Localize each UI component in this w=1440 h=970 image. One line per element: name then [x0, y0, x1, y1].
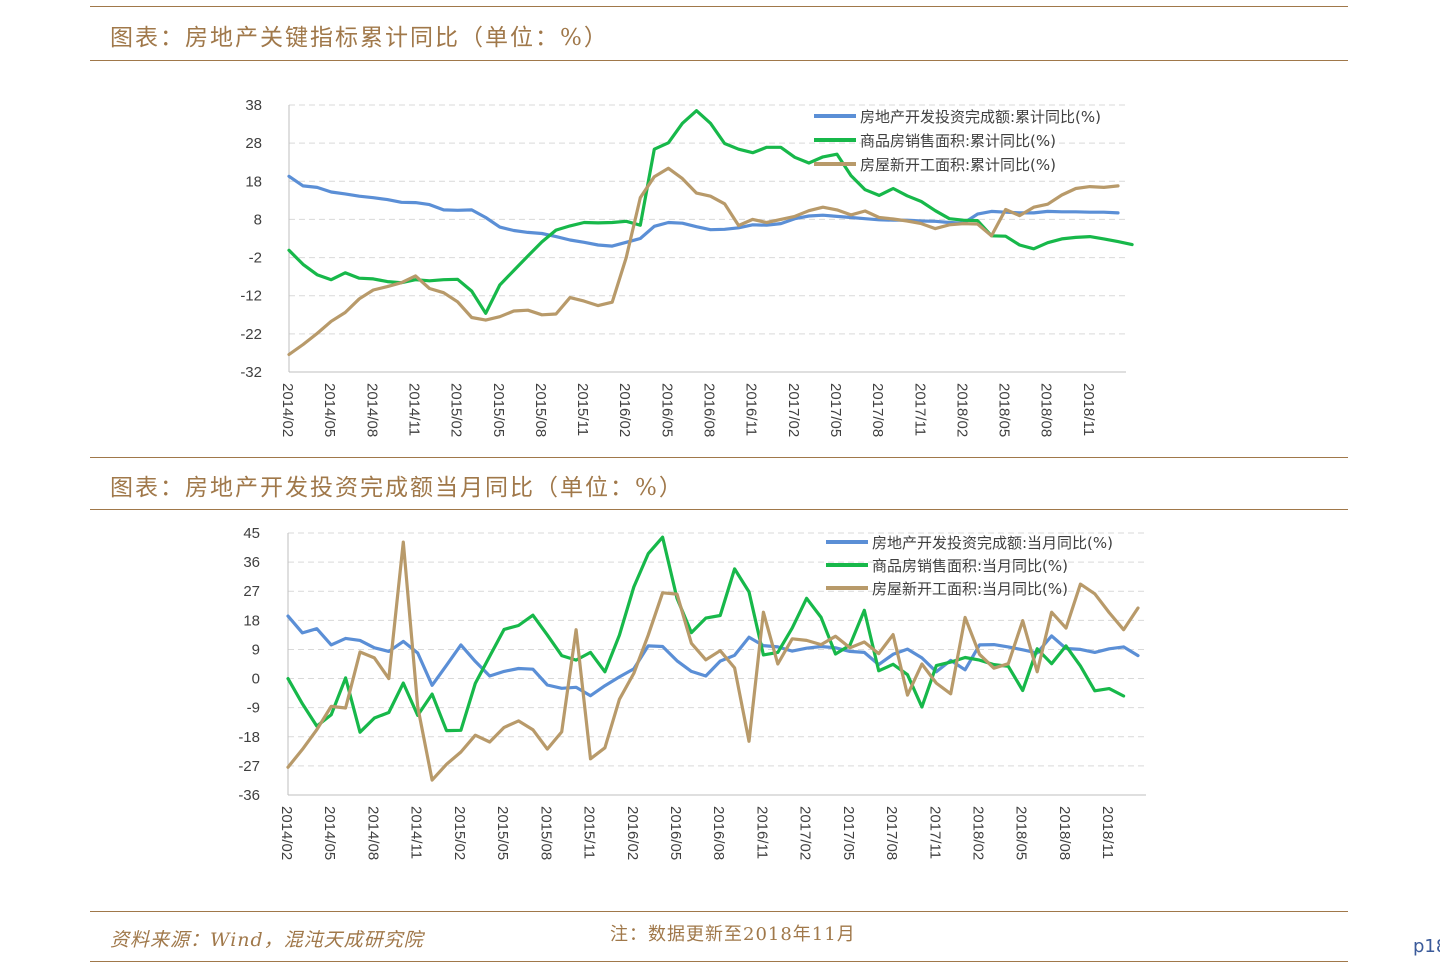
chart1-x-tick-label: 2016/11	[743, 383, 760, 436]
chart1-y-axis: 38 28 18 8 -2 -12 -22 -32	[240, 97, 1126, 381]
chart2-x-tick-label: 2018/08	[1056, 806, 1073, 860]
chart2-x-tick-label: 2016/11	[753, 806, 770, 859]
chart2-y-tick-label: 18	[243, 612, 260, 629]
chart2-y-tick-label: 0	[252, 671, 260, 688]
chart1-legend-label-1: 房地产开发投资完成额:累计同比(%)	[860, 108, 1101, 126]
chart2-y-tick-label: 36	[243, 554, 260, 571]
chart1-series-line-1	[287, 174, 1120, 248]
chart2-y-tick-label: -27	[238, 758, 260, 775]
chart1-x-tick-label: 2018/05	[996, 383, 1013, 437]
chart1-title: 图表：房地产关键指标累计同比（单位：%）	[110, 25, 609, 51]
page-number: p18	[1413, 936, 1440, 957]
chart2-y-tick-label: 9	[252, 641, 260, 658]
chart2-x-tick-label: 2015/02	[451, 806, 468, 860]
chart1-x-tick-label: 2018/11	[1080, 383, 1097, 436]
chart2-title: 图表：房地产开发投资完成额当月同比（单位：%）	[110, 475, 684, 501]
chart1-x-tick-label: 2014/05	[321, 383, 338, 437]
chart2-x-tick-label: 2017/11	[926, 806, 943, 859]
chart2-x-tick-label: 2017/08	[883, 806, 900, 860]
chart1-x-tick-label: 2016/05	[658, 383, 675, 437]
chart1-x-tick-label: 2014/02	[279, 383, 296, 437]
chart1-x-tick-label: 2017/11	[911, 383, 928, 436]
chart1-x-tick-label: 2016/08	[701, 383, 718, 437]
update-note: 注：数据更新至2018年11月	[610, 924, 856, 945]
chart1-series	[287, 109, 1134, 357]
chart2-y-tick-label: -9	[247, 700, 260, 717]
chart2-x-tick-label: 2015/05	[494, 806, 511, 860]
chart2-x-tick-label: 2018/02	[970, 806, 987, 860]
chart1-x-tick-label: 2016/02	[616, 383, 633, 437]
chart1-x-tick-label: 2015/05	[490, 383, 507, 437]
chart2-series	[286, 535, 1140, 782]
chart1-legend: 房地产开发投资完成额:累计同比(%) 商品房销售面积:累计同比(%) 房屋新开工面积…	[814, 108, 1101, 174]
chart2-x-tick-label: 2017/05	[840, 806, 857, 860]
chart2-x-tick-label: 2018/05	[1013, 806, 1030, 860]
chart2-x-axis: 2014/02 2014/05 2014/08 2014/11 2015/02 2015/…	[278, 806, 1116, 860]
chart2-legend-label-1: 房地产开发投资完成额:当月同比(%)	[872, 534, 1113, 552]
chart2-x-tick-label: 2017/02	[797, 806, 814, 860]
chart1-y-tick-label: -32	[240, 364, 262, 381]
chart1-x-tick-label: 2014/11	[405, 383, 422, 436]
chart1-y-tick-label: -12	[240, 288, 262, 305]
chart2-series-line-3	[286, 540, 1140, 782]
chart2-title-rule	[90, 509, 1348, 510]
chart1-x-tick-label: 2015/11	[574, 383, 591, 436]
chart2-series-line-1	[286, 614, 1140, 698]
chart1-x-tick-label: 2017/02	[785, 383, 802, 437]
chart1-y-tick-label: 28	[245, 135, 262, 152]
chart2-x-tick-label: 2014/11	[408, 806, 425, 859]
chart2-x-tick-label: 2014/02	[278, 806, 295, 860]
chart1-x-tick-label: 2018/08	[1038, 383, 1055, 437]
chart1-x-axis: 2014/02 2014/05 2014/08 2014/11 2015/02 2015/…	[279, 383, 1097, 437]
chart2-y-tick-label: -18	[238, 729, 260, 746]
bottom-rule	[90, 961, 1348, 962]
chart2-x-tick-label: 2016/05	[667, 806, 684, 860]
chart2-legend-label-2: 商品房销售面积:当月同比(%)	[872, 557, 1068, 575]
chart1-x-tick-label: 2015/08	[532, 383, 549, 437]
chart2-y-tick-label: -36	[238, 787, 260, 804]
chart2-x-tick-label: 2016/02	[624, 806, 641, 860]
chart2-x-tick-label: 2014/05	[321, 806, 338, 860]
chart2-legend: 房地产开发投资完成额:当月同比(%) 商品房销售面积:当月同比(%) 房屋新开工面积…	[826, 534, 1113, 598]
chart2-x-tick-label: 2018/11	[1099, 806, 1116, 859]
chart1-y-tick-label: 8	[254, 211, 262, 228]
chart1-x-tick-label: 2018/02	[953, 383, 970, 437]
chart2-series-line-2	[286, 535, 1126, 734]
chart1-legend-label-2: 商品房销售面积:累计同比(%)	[860, 132, 1056, 150]
chart1-y-tick-label: 38	[245, 97, 262, 114]
chart2-x-tick-label: 2016/08	[710, 806, 727, 860]
chart2-x-tick-label: 2015/11	[581, 806, 598, 859]
chart2-legend-label-3: 房屋新开工面积:当月同比(%)	[872, 580, 1068, 598]
footer-rule	[90, 911, 1348, 912]
source-note: 资料来源：Wind，混沌天成研究院	[110, 929, 424, 951]
chart1-series-line-3	[287, 166, 1120, 357]
chart2-y-tick-label: 45	[243, 525, 260, 542]
chart2-x-tick-label: 2014/08	[364, 806, 381, 860]
chart1-title-rule	[90, 60, 1348, 61]
chart1-y-tick-label: -2	[249, 250, 262, 267]
chart1-x-tick-label: 2014/08	[363, 383, 380, 437]
chart1-x-tick-label: 2017/05	[827, 383, 844, 437]
chart2-gridlines	[288, 532, 1146, 796]
chart2-top-rule	[90, 457, 1348, 458]
chart2-y-tick-label: 27	[243, 583, 260, 600]
top-rule	[90, 6, 1348, 7]
chart1-y-tick-label: 18	[245, 173, 262, 190]
chart1-x-tick-label: 2017/08	[869, 383, 886, 437]
chart2-x-tick-label: 2015/08	[537, 806, 554, 860]
chart1-y-tick-label: -22	[240, 326, 262, 343]
chart1-legend-label-3: 房屋新开工面积:累计同比(%)	[860, 156, 1056, 174]
chart2-y-axis: 45 36 27 18 9 0 -9 -18 -27 -36	[238, 525, 1146, 804]
chart1-x-tick-label: 2015/02	[448, 383, 465, 437]
